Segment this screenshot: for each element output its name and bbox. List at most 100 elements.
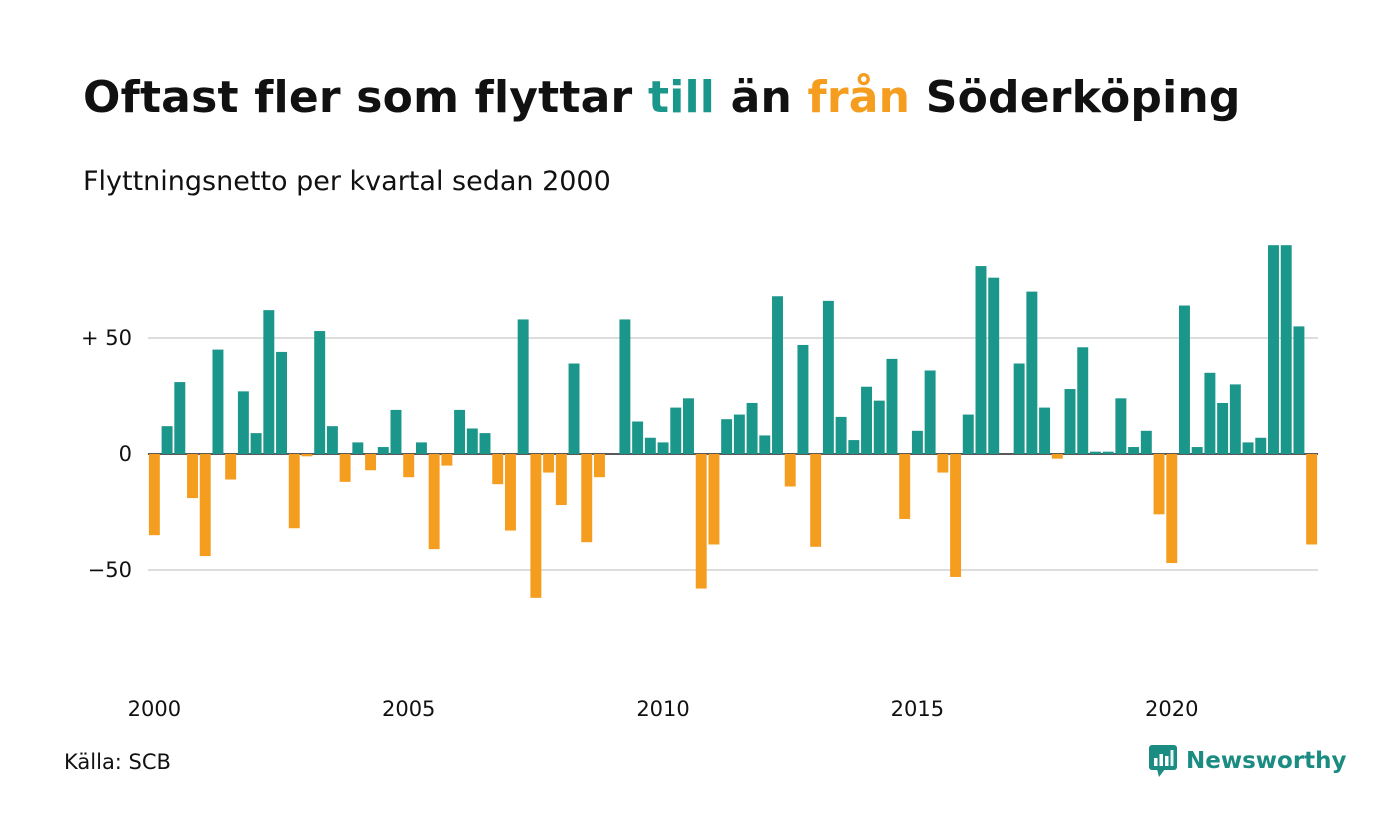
- bar-positive: [1128, 447, 1140, 454]
- bar-positive: [657, 442, 669, 454]
- bar-positive: [454, 409, 466, 454]
- title-word-fran: från: [807, 72, 911, 123]
- bar-negative: [784, 454, 796, 487]
- bar-positive: [1013, 363, 1025, 454]
- bar-positive: [1293, 326, 1305, 454]
- bar-negative: [543, 454, 555, 473]
- bar-positive: [1064, 389, 1076, 454]
- bar-positive: [212, 349, 224, 454]
- bar-negative: [708, 454, 720, 545]
- bar-positive: [352, 442, 364, 454]
- bar-negative: [199, 454, 211, 557]
- bar-positive: [861, 386, 872, 454]
- bar-positive: [772, 296, 783, 454]
- bar-negative: [1306, 454, 1318, 545]
- x-tick-label: 2000: [128, 697, 181, 721]
- bar-positive: [1077, 347, 1089, 454]
- y-tick-label: −50: [88, 558, 132, 582]
- bar-positive: [377, 447, 389, 454]
- bar-negative: [555, 454, 567, 506]
- bar-positive: [683, 398, 694, 454]
- x-tick-label: 2020: [1145, 697, 1198, 721]
- bar-positive: [1229, 384, 1241, 454]
- x-tick-label: 2010: [636, 697, 689, 721]
- bar-positive: [873, 400, 885, 454]
- bar-positive: [632, 421, 644, 454]
- bar-positive: [390, 409, 402, 454]
- bar-positive: [848, 440, 860, 454]
- bar-negative: [339, 454, 351, 482]
- bar-positive: [1268, 245, 1279, 454]
- bar-positive: [733, 414, 745, 454]
- bar-positive: [174, 382, 186, 454]
- bar-negative: [225, 454, 237, 480]
- title-part2: än: [715, 72, 808, 123]
- bar-negative: [695, 454, 707, 589]
- bar-positive: [619, 319, 631, 454]
- bar-positive: [466, 428, 478, 454]
- bar-negative: [148, 454, 160, 536]
- bar-positive: [1089, 451, 1101, 454]
- bar-positive: [276, 351, 287, 454]
- bar-positive: [1217, 402, 1229, 454]
- bar-positive: [326, 426, 338, 454]
- bar-negative: [937, 454, 949, 473]
- bar-positive: [1140, 430, 1152, 454]
- bar-negative: [403, 454, 415, 478]
- bar-positive: [670, 407, 682, 454]
- bar-positive: [835, 416, 847, 454]
- y-tick-label: + 50: [81, 326, 132, 350]
- bar-positive: [1102, 451, 1114, 454]
- bar-positive: [746, 402, 758, 454]
- bar-positive: [1039, 407, 1051, 454]
- bar-positive: [314, 331, 326, 454]
- bar-negative: [950, 454, 962, 577]
- chart-subtitle: Flyttningsnetto per kvartal sedan 2000: [83, 166, 611, 197]
- bar-negative: [187, 454, 198, 499]
- bar-negative: [581, 454, 593, 543]
- bar-positive: [924, 370, 936, 454]
- bar-positive: [1191, 447, 1203, 454]
- bar-positive: [517, 319, 529, 454]
- x-tick-label: 2005: [382, 697, 435, 721]
- bar-negative: [428, 454, 440, 550]
- bar-negative: [301, 454, 313, 457]
- source-note: Källa: SCB: [64, 750, 171, 774]
- bar-negative: [530, 454, 542, 598]
- bar-negative: [365, 454, 377, 471]
- bar-positive: [721, 419, 733, 454]
- bar-positive: [1204, 372, 1216, 454]
- bar-positive: [1026, 291, 1038, 454]
- bar-negative: [1153, 454, 1165, 515]
- bar-negative: [441, 454, 453, 466]
- bar-positive: [822, 300, 834, 454]
- title-part1: Oftast fler som flyttar: [83, 72, 648, 123]
- bar-positive: [263, 310, 275, 454]
- bar-positive: [250, 433, 262, 454]
- bar-negative: [504, 454, 516, 531]
- bar-positive: [975, 266, 987, 454]
- bar-positive: [1255, 437, 1267, 454]
- brand-name: Newsworthy: [1186, 748, 1347, 774]
- bar-positive: [568, 363, 580, 454]
- bar-negative: [810, 454, 822, 547]
- bar-negative: [594, 454, 605, 478]
- bar-positive: [161, 426, 173, 454]
- title-word-till: till: [647, 72, 716, 123]
- bar-positive: [962, 414, 974, 454]
- x-tick-label: 2015: [891, 697, 944, 721]
- bar-positive: [911, 430, 923, 454]
- y-tick-label: 0: [119, 442, 132, 466]
- brand-logo: Newsworthy: [1148, 744, 1347, 778]
- bar-positive: [644, 437, 656, 454]
- bar-positive: [415, 442, 427, 454]
- newsworthy-logo-icon: [1149, 745, 1177, 777]
- bar-positive: [797, 344, 809, 454]
- bar-positive: [886, 358, 898, 454]
- bar-chart: + 50 0 −50 2000 2005 2010 2015 2020: [81, 245, 1318, 721]
- bar-negative: [1051, 454, 1063, 459]
- title-part3: Söderköping: [910, 72, 1241, 123]
- chart-title: Oftast fler som flyttar till än från Söd…: [83, 72, 1241, 123]
- bar-positive: [1242, 442, 1254, 454]
- bar-positive: [479, 433, 491, 454]
